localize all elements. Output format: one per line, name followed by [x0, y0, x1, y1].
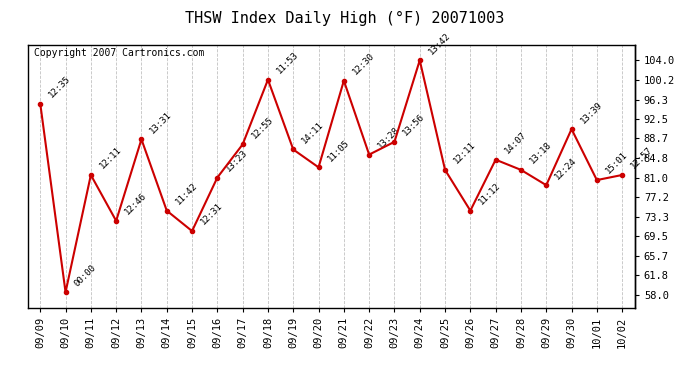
- Text: 15:01: 15:01: [604, 150, 629, 176]
- Text: 13:23: 13:23: [224, 148, 250, 173]
- Text: 12:57: 12:57: [629, 146, 654, 171]
- Text: 13:28: 13:28: [376, 125, 402, 150]
- Text: 00:00: 00:00: [72, 262, 98, 288]
- Text: 13:18: 13:18: [528, 140, 553, 166]
- Text: 12:55: 12:55: [250, 115, 275, 140]
- Text: 11:12: 11:12: [477, 181, 502, 207]
- Text: 12:31: 12:31: [199, 201, 224, 227]
- Text: 14:07: 14:07: [502, 130, 528, 156]
- Text: 11:42: 11:42: [174, 181, 199, 207]
- Text: 12:46: 12:46: [123, 191, 148, 217]
- Text: 12:24: 12:24: [553, 156, 578, 181]
- Text: 12:11: 12:11: [452, 140, 477, 166]
- Text: 13:39: 13:39: [578, 100, 604, 125]
- Text: 12:11: 12:11: [98, 146, 123, 171]
- Text: 12:30: 12:30: [351, 51, 376, 76]
- Text: Copyright 2007 Cartronics.com: Copyright 2007 Cartronics.com: [34, 48, 204, 58]
- Text: 11:05: 11:05: [326, 138, 351, 163]
- Text: 13:31: 13:31: [148, 110, 174, 135]
- Text: 13:56: 13:56: [402, 112, 426, 138]
- Text: THSW Index Daily High (°F) 20071003: THSW Index Daily High (°F) 20071003: [186, 11, 504, 26]
- Text: 14:11: 14:11: [300, 120, 326, 146]
- Text: 13:42: 13:42: [426, 31, 452, 56]
- Text: 11:53: 11:53: [275, 50, 300, 75]
- Text: 12:35: 12:35: [47, 74, 72, 99]
